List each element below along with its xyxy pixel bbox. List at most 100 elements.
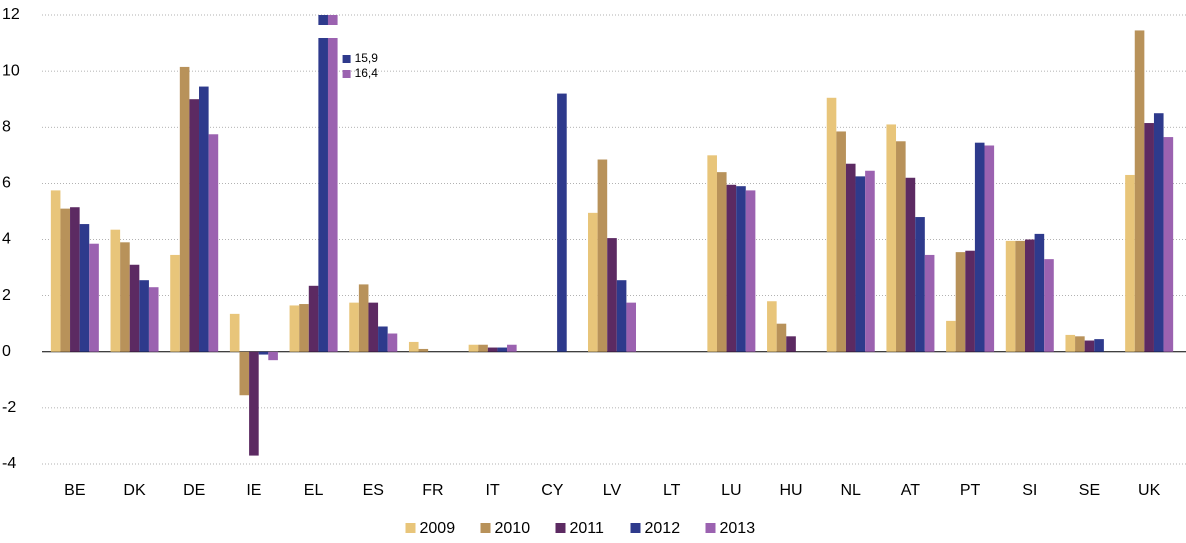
- axis-break: [317, 25, 329, 38]
- bar: [497, 347, 508, 352]
- label-swatch: [342, 70, 351, 78]
- bar: [1134, 30, 1145, 352]
- bar: [249, 351, 259, 456]
- bar: [289, 305, 300, 352]
- bar: [179, 66, 190, 352]
- bar: [946, 320, 956, 352]
- bar: [170, 254, 180, 352]
- bar: [1044, 259, 1054, 352]
- x-tick-label: PT: [960, 482, 981, 499]
- bar: [208, 134, 219, 352]
- bar: [1084, 340, 1095, 352]
- bar: [89, 243, 99, 352]
- x-tick-label: LV: [603, 482, 622, 499]
- legend-label: 2011: [570, 520, 605, 537]
- bar: [239, 351, 250, 396]
- bar: [1094, 339, 1104, 352]
- x-tick-label: AT: [901, 482, 920, 499]
- bar: [1153, 113, 1164, 352]
- label-swatch: [342, 55, 351, 63]
- bar: [478, 344, 488, 352]
- y-tick-label: 2: [2, 287, 11, 304]
- bar: [229, 313, 240, 352]
- legend-swatch: [480, 523, 491, 533]
- x-tick-label: ES: [363, 482, 384, 499]
- bar: [616, 280, 627, 352]
- x-tick-label: IE: [246, 482, 261, 499]
- x-tick-label: EL: [304, 482, 324, 499]
- bar: [597, 159, 608, 352]
- axis-break: [327, 25, 339, 38]
- bar: [110, 229, 121, 352]
- bar: [189, 99, 200, 352]
- bar: [716, 172, 727, 352]
- bar: [358, 284, 369, 352]
- bar: [349, 302, 359, 352]
- legend-label: 2009: [420, 520, 456, 537]
- bar: [924, 254, 935, 352]
- x-tick-label: DK: [123, 482, 146, 499]
- bar: [767, 301, 777, 352]
- x-tick-label: IT: [486, 482, 500, 499]
- legend-swatch: [555, 523, 566, 533]
- x-tick-label: LU: [721, 482, 741, 499]
- bar: [745, 190, 756, 352]
- bar: [845, 163, 856, 352]
- bar: [965, 250, 975, 352]
- bar: [1024, 239, 1035, 352]
- x-tick-label: NL: [841, 482, 862, 499]
- bar: [626, 302, 636, 352]
- legend-label: 2013: [720, 520, 756, 537]
- bar: [974, 142, 985, 352]
- y-tick-label: -4: [2, 455, 16, 472]
- bar: [905, 177, 916, 352]
- legend-label: 2012: [645, 520, 681, 537]
- legend-swatch: [630, 523, 641, 533]
- bar: [1075, 336, 1085, 352]
- bar: [865, 170, 875, 352]
- bar: [79, 224, 90, 352]
- bar: [50, 190, 61, 352]
- bar: [1163, 137, 1174, 352]
- x-tick-label: BE: [64, 482, 85, 499]
- bar: [736, 186, 746, 352]
- bar: [836, 131, 846, 352]
- bar: [855, 176, 866, 352]
- bar: [776, 323, 787, 352]
- x-tick-label: SE: [1079, 482, 1100, 499]
- bar: [70, 207, 80, 352]
- x-tick-label: SI: [1022, 482, 1037, 499]
- bar: [148, 287, 159, 352]
- bar: [387, 333, 398, 352]
- bar: [268, 351, 278, 361]
- bar: [418, 348, 429, 352]
- bar: [327, 15, 338, 352]
- value-label: 15,9: [355, 51, 379, 65]
- bar: [588, 212, 598, 352]
- bar: [487, 347, 498, 352]
- bar: [557, 93, 567, 352]
- x-tick-label: UK: [1138, 482, 1161, 499]
- y-tick-label: 4: [2, 231, 11, 248]
- y-tick-label: 10: [2, 62, 20, 79]
- bar: [378, 326, 388, 352]
- x-tick-label: CY: [541, 482, 564, 499]
- bar: [786, 336, 796, 352]
- legend-label: 2010: [495, 520, 531, 537]
- bar: [1125, 174, 1135, 352]
- bar: [886, 124, 897, 352]
- bar: [1015, 240, 1025, 352]
- x-tick-label: DE: [183, 482, 205, 499]
- bar: [318, 15, 328, 352]
- bar: [1144, 123, 1154, 352]
- annotations: 15,916,4: [317, 25, 379, 80]
- y-tick-label: 6: [2, 175, 11, 192]
- bar: [139, 280, 149, 352]
- bars: [50, 15, 1174, 456]
- y-tick-label: 0: [2, 343, 11, 360]
- x-tick-label: FR: [422, 482, 443, 499]
- bar: [199, 86, 209, 352]
- bar: [120, 242, 130, 352]
- bar: [60, 208, 71, 352]
